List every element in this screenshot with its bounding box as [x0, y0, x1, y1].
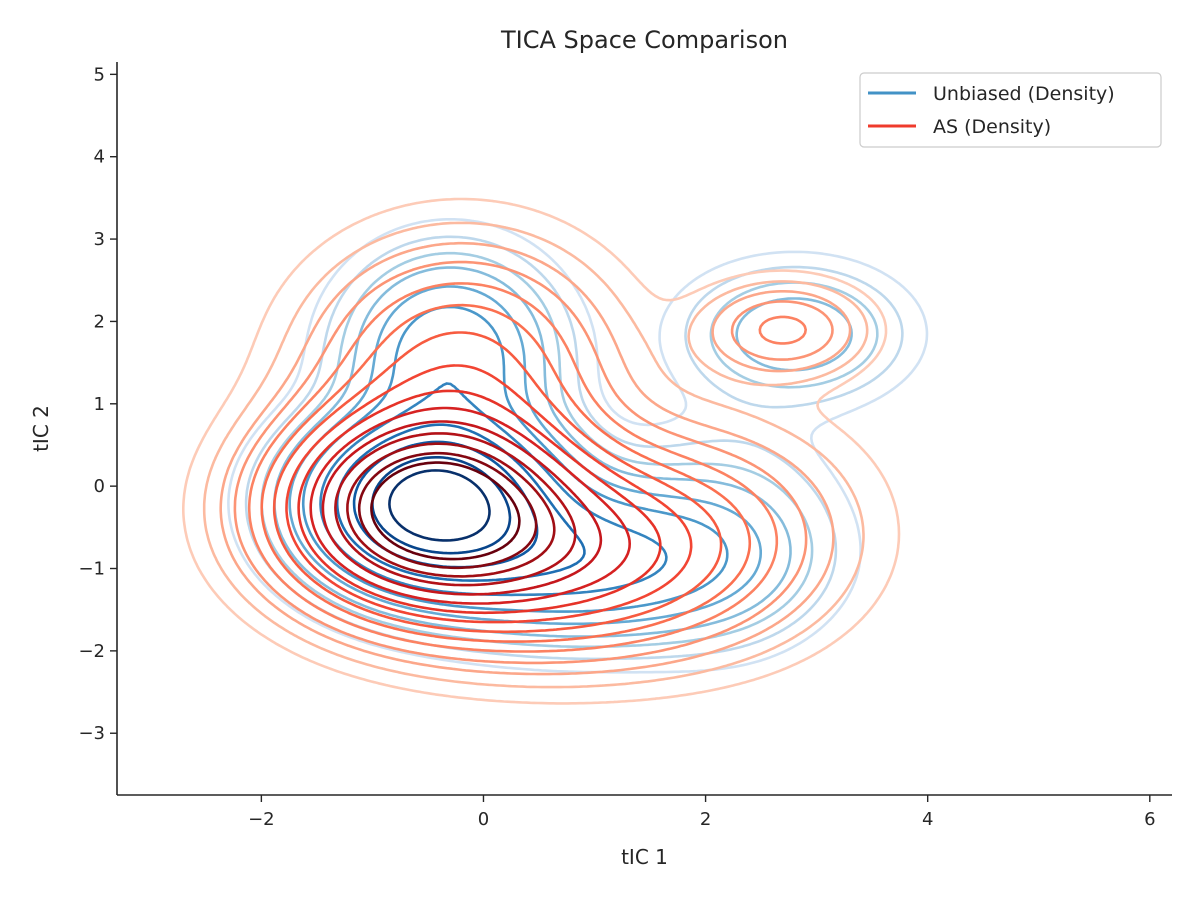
contour-line — [309, 406, 631, 605]
contour-line — [182, 197, 901, 705]
legend-label: Unbiased (Density) — [933, 83, 1115, 105]
contour-line — [321, 420, 603, 596]
y-tick-label: −1 — [78, 559, 105, 580]
y-tick-label: 2 — [94, 311, 105, 332]
contour-line — [202, 221, 869, 689]
x-ticks: −2 0 2 4 6 — [248, 795, 1156, 830]
contour-line — [352, 440, 539, 569]
contour-line — [371, 456, 512, 555]
legend: Unbiased (Density) AS (Density) — [859, 72, 1162, 148]
x-tick-label: −2 — [248, 809, 275, 830]
x-tick-label: 2 — [700, 809, 711, 830]
chart-title: TICA Space Comparison — [500, 26, 788, 54]
contour-line — [233, 260, 834, 665]
contour-line — [285, 364, 693, 624]
legend-label: AS (Density) — [933, 116, 1051, 138]
y-tick-label: 5 — [94, 64, 105, 85]
contour-line — [260, 303, 752, 643]
y-tick-label: 1 — [94, 394, 105, 415]
x-axis-title: tIC 1 — [621, 845, 668, 869]
contour-line — [388, 469, 491, 542]
contour-line — [297, 389, 662, 615]
contour-line — [370, 461, 521, 561]
contour-line — [357, 451, 538, 570]
x-tick-label: 6 — [1144, 809, 1155, 830]
contour-line — [272, 331, 723, 634]
contour-line — [346, 442, 556, 578]
contour-layer — [182, 197, 929, 705]
contour-series-as — [182, 197, 901, 705]
y-tick-label: −3 — [78, 723, 105, 744]
y-tick-label: −2 — [78, 641, 105, 662]
contour-line — [247, 282, 807, 653]
y-tick-label: 0 — [94, 476, 105, 497]
y-tick-label: 3 — [94, 229, 105, 250]
legend-frame — [859, 72, 1162, 148]
x-tick-label: 0 — [478, 809, 489, 830]
contour-line — [334, 432, 577, 587]
y-axis-title: tIC 2 — [29, 405, 53, 452]
contour-line — [273, 266, 853, 638]
x-tick-label: 4 — [922, 809, 933, 830]
y-ticks: −3 −2 −1 0 1 2 3 4 5 — [78, 64, 117, 744]
axes: −2 0 2 4 6 −3 −2 −1 0 1 2 3 4 5 — [78, 62, 1172, 830]
contour-line — [301, 305, 729, 613]
y-tick-label: 4 — [94, 147, 105, 168]
contour-line — [219, 241, 852, 676]
